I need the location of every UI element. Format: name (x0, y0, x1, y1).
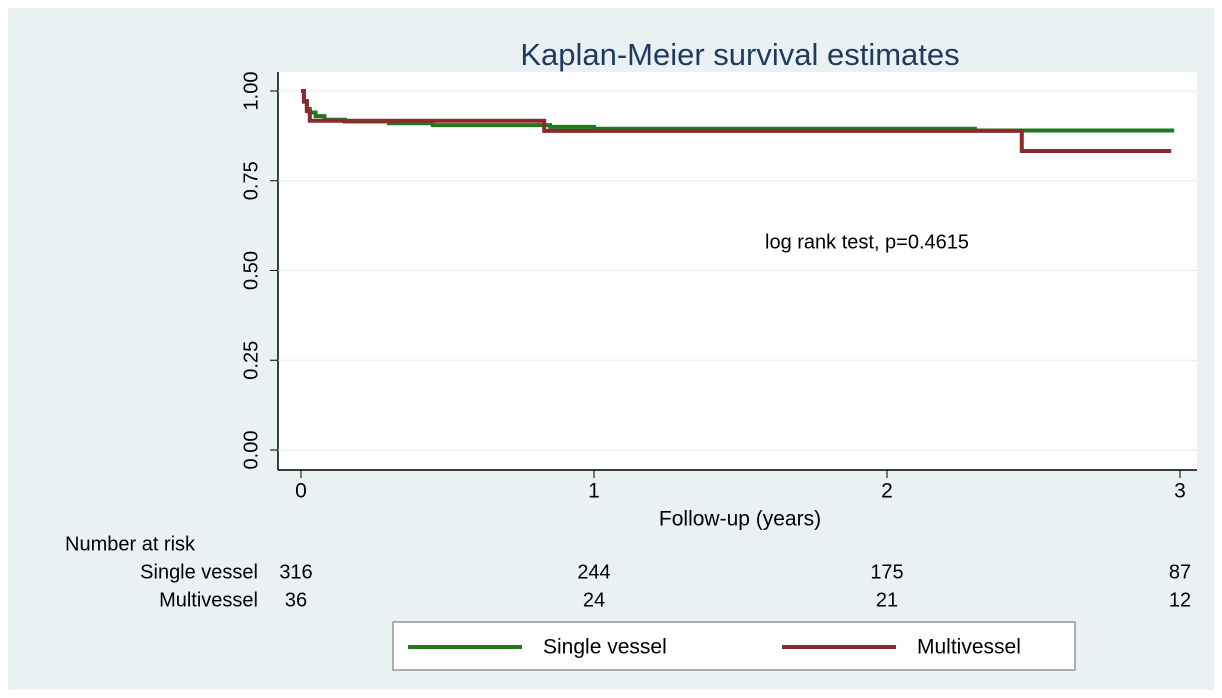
risk-value: 24 (583, 589, 605, 611)
annotation: log rank test, p=0.4615 (765, 231, 969, 253)
x-tick-label: 1 (588, 480, 600, 503)
risk-value: 21 (876, 589, 898, 611)
risk-value: 316 (279, 561, 312, 583)
y-tick-label: 0.25 (240, 341, 262, 380)
risk-row-name: Multivessel (159, 589, 258, 611)
y-tick-label: 0.75 (240, 161, 262, 200)
y-tick-label: 0.00 (240, 431, 262, 470)
x-tick-label: 0 (295, 480, 307, 503)
y-tick-label: 1.00 (240, 72, 262, 111)
risk-value: 175 (870, 561, 903, 583)
risk-value: 244 (577, 561, 610, 583)
legend-label: Single vessel (543, 636, 667, 659)
x-axis-title: Follow-up (years) (659, 508, 821, 531)
x-tick-label: 3 (1174, 480, 1186, 503)
risk-value: 12 (1169, 589, 1191, 611)
risk-value: 87 (1169, 561, 1191, 583)
risk-row-name: Single vessel (140, 561, 258, 583)
chart-title: Kaplan-Meier survival estimates (520, 37, 959, 72)
risk-table-title: Number at risk (65, 533, 196, 555)
legend-label: Multivessel (917, 636, 1021, 659)
survival-line (301, 89, 1172, 153)
risk-value: 36 (285, 589, 307, 611)
y-tick-label: 0.50 (240, 251, 262, 290)
x-tick-label: 2 (881, 480, 893, 503)
